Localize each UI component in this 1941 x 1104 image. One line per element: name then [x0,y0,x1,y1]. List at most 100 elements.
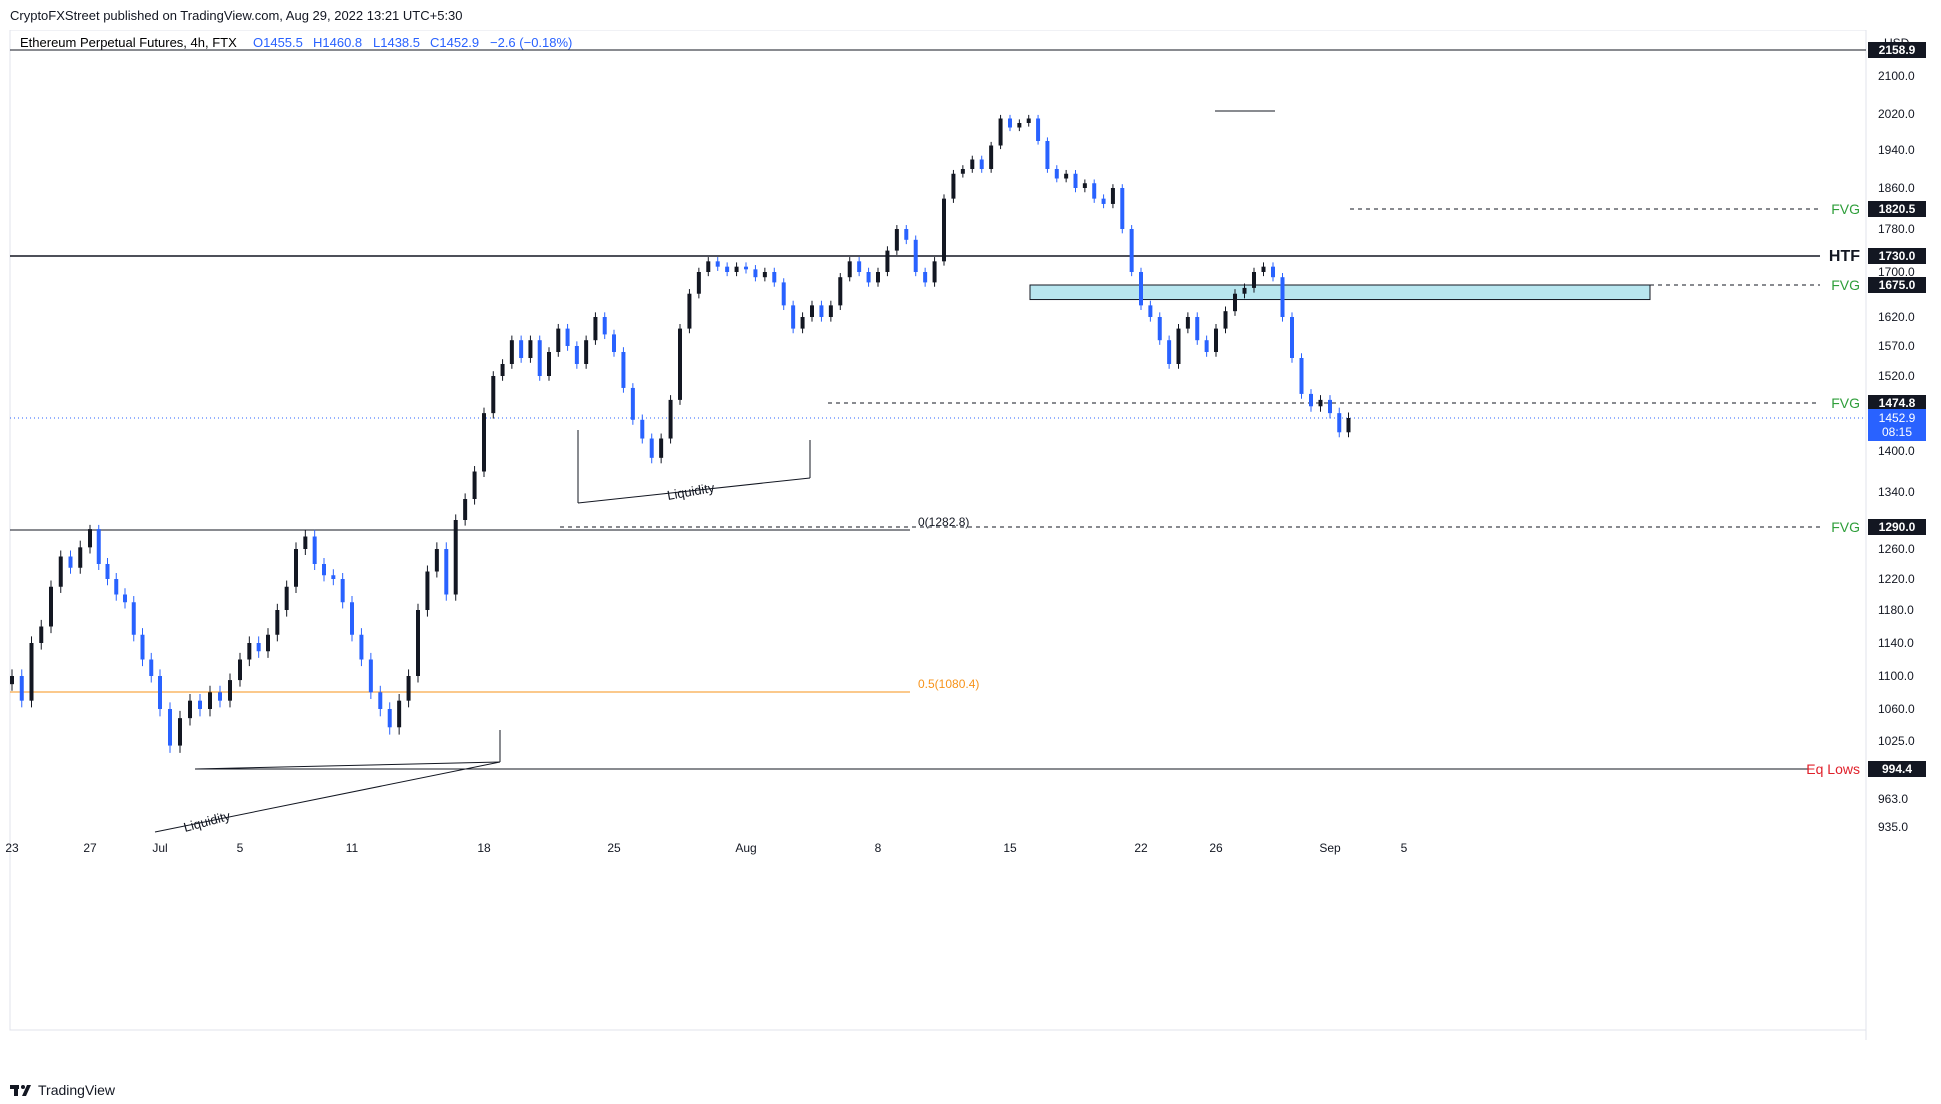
candle-body [168,709,172,746]
price-tick-label: 935.0 [1878,820,1908,834]
candle-body [425,571,430,610]
price-tick-label: 1340.0 [1878,485,1915,499]
footer: TradingView [10,1082,115,1098]
candle-body [238,659,242,681]
candle-body [668,399,673,439]
levels: 0(1282.8) 0.5(1080.4) [10,49,1866,770]
price-tick-label: 1180.0 [1878,603,1914,617]
candle-body [678,328,682,400]
candle-body [1036,118,1041,141]
price-badge-label: 994.4 [1882,762,1912,776]
candle-body [885,250,890,272]
time-tick-label: 18 [477,841,491,855]
candle-body [734,266,739,272]
candle-body [1073,173,1078,188]
candle-body [350,602,354,635]
candle-body [123,594,127,603]
candlestick-chart[interactable]: Ethereum Perpetual Futures, 4h, FTX O145… [0,30,1941,1075]
time-tick-label: 26 [1209,841,1223,855]
candle-body [406,676,411,701]
candle-body [1082,183,1087,188]
level-tag: FVG [1831,395,1860,411]
candle-body [1054,169,1059,179]
time-tick-label: 5 [237,841,244,855]
candle-body [105,564,110,579]
candle-body [772,272,777,283]
candle-body [951,173,956,199]
candle-body [1337,413,1342,433]
price-badge [1868,395,1926,411]
candle-body [838,277,843,306]
price-badge-label: 1474.8 [1879,396,1916,410]
candle-body [847,261,852,278]
candle-body [256,643,261,652]
candle-body [593,317,598,341]
candle-body [1110,188,1115,204]
candle-body [574,346,579,364]
eq-lows-bracket [194,761,501,770]
price-tick-label: 1100.0 [1878,669,1914,683]
price-tick-label: 963.0 [1878,792,1908,806]
candle-body [312,536,317,564]
candle-body [188,700,192,719]
candle-body [322,564,326,576]
candle-body [1120,188,1125,229]
candle-body [715,261,720,267]
price-tick-label: 2100.0 [1878,69,1915,83]
candle-body [725,266,730,272]
candle-body [284,586,289,610]
last-price-badge [1868,409,1926,441]
price-tick-label: 1860.0 [1878,181,1915,195]
price-tick-label: 1780.0 [1878,222,1915,236]
candle-body [1309,393,1313,407]
candle-body [1139,272,1143,306]
candle-body [1328,399,1332,414]
candle-body [989,145,994,169]
price-axis[interactable]: 2100.0 2020.0 1940.0 1860.0 1780.0 1700.0 1620… [1878,69,1915,834]
candle-body [1252,272,1256,288]
price-badge-label: 1730.0 [1879,249,1916,263]
price-tick-label: 1025.0 [1878,734,1915,748]
price-badge-label: 1675.0 [1879,278,1916,292]
time-tick-label: Jul [152,841,167,855]
candle-body [482,413,486,472]
candle-body [1290,317,1294,358]
candle-body [659,438,664,458]
candle-body [810,305,814,317]
candle-body [463,499,468,520]
candle-body [1214,328,1218,352]
legend-change: −2.6 (−0.18%) [490,35,572,50]
candle-body [819,305,824,317]
price-badge-label: 1820.5 [1879,202,1916,216]
candle-body [753,269,758,278]
candle-body [1167,340,1172,364]
candle-body [178,718,182,746]
time-axis[interactable]: 23 27 Jul 5 11 18 25 Aug 8 15 22 26 Sep 5 [5,841,1407,855]
price-tick-label: 1570.0 [1878,339,1915,353]
candle-body [96,529,101,564]
candle-body [876,272,880,283]
candle-body [630,387,635,420]
candle-body [359,634,364,660]
candle-body [416,610,420,676]
fib-05-label: 0.5(1080.4) [918,677,979,691]
candle-body [247,643,252,660]
candle-body [1271,266,1275,278]
candle-body [1195,317,1200,341]
price-tick-label: 1220.0 [1878,572,1915,586]
liquidity-line-upper [577,477,811,504]
candle-body [509,340,514,364]
candle-body [1064,173,1069,179]
candle-body [208,692,212,709]
candle-body [1092,183,1097,199]
candle-body [340,579,345,603]
candle-body [368,659,373,693]
candle-body [744,266,748,270]
legend-symbol: Ethereum Perpetual Futures, 4h, FTX [20,35,237,50]
candle-body [640,419,645,439]
candle-body [10,676,14,685]
time-tick-label: Aug [735,841,756,855]
candle-body [1185,317,1190,329]
candle-body [228,680,232,701]
candle-body [1157,317,1162,341]
